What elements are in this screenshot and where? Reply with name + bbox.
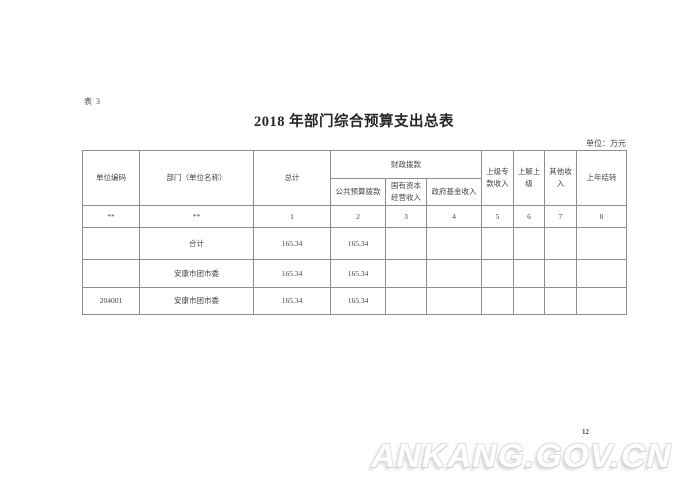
cell-gov-fund bbox=[425, 259, 483, 288]
index-cell: ** bbox=[139, 205, 254, 228]
cell-other-income bbox=[544, 287, 578, 315]
col-header-unit-code: 单位编码 bbox=[82, 150, 140, 206]
index-cell: 5 bbox=[481, 205, 515, 228]
unit-note: 单位：万元 bbox=[586, 139, 626, 148]
cell-other-income bbox=[544, 259, 578, 288]
cell-other-income bbox=[544, 227, 578, 260]
cell-state-capital bbox=[385, 259, 427, 288]
col-header-upward-transfer: 上解上级 bbox=[513, 150, 546, 206]
cell-gov-fund bbox=[425, 287, 483, 315]
page-title: 2018 年部门综合预算支出总表 bbox=[253, 114, 455, 130]
cell-carryover bbox=[576, 287, 628, 315]
budget-table: 单位编码 部门（单位名称） 总计 财政拨款 上级专款收入 上解上级 其他收入 上… bbox=[82, 150, 628, 315]
cell-unit-code bbox=[82, 227, 140, 260]
index-cell: 7 bbox=[544, 205, 578, 228]
cell-carryover bbox=[576, 227, 628, 260]
col-header-fiscal-allocation: 财政拨款 bbox=[329, 150, 483, 179]
cell-public-budget: 165.34 bbox=[330, 259, 386, 288]
cell-total: 165.34 bbox=[253, 259, 331, 288]
index-cell: 4 bbox=[425, 205, 483, 228]
page-number: 12 bbox=[582, 428, 589, 436]
cell-unit-code bbox=[82, 259, 140, 288]
cell-upward-transfer bbox=[513, 287, 546, 315]
cell-total: 165.34 bbox=[253, 287, 331, 315]
table-row-department: 安康市团市委 165.34 165.34 bbox=[82, 259, 628, 288]
cell-department-name: 安康市团市委 bbox=[139, 287, 254, 315]
index-cell: ** bbox=[82, 205, 140, 228]
col-header-carryover: 上年结转 bbox=[576, 150, 628, 206]
column-index-row: ** ** 1 2 3 4 5 6 7 8 bbox=[82, 205, 628, 228]
cell-department-name: 合计 bbox=[139, 227, 254, 260]
cell-department-name: 安康市团市委 bbox=[139, 259, 254, 288]
col-header-total: 总计 bbox=[253, 150, 331, 206]
cell-gov-fund bbox=[425, 227, 483, 260]
table-row-unit: 204001 安康市团市委 165.34 165.34 bbox=[82, 287, 628, 315]
col-header-public-budget: 公共预算拨款 bbox=[330, 178, 386, 206]
cell-superior-special bbox=[481, 259, 515, 288]
cell-upward-transfer bbox=[513, 259, 546, 288]
watermark: ANKANG.GOV.CN bbox=[371, 437, 672, 474]
cell-carryover bbox=[576, 259, 628, 288]
col-header-gov-fund: 政府基金收入 bbox=[425, 178, 483, 206]
index-cell: 8 bbox=[576, 205, 628, 228]
cell-superior-special bbox=[481, 287, 515, 315]
col-header-superior-special: 上级专款收入 bbox=[481, 150, 515, 206]
col-header-state-capital: 国有资本经营收入 bbox=[385, 178, 427, 206]
header-row-sub: 公共预算拨款 国有资本经营收入 政府基金收入 bbox=[83, 178, 627, 206]
cell-state-capital bbox=[385, 287, 427, 315]
cell-unit-code: 204001 bbox=[82, 287, 140, 315]
cell-state-capital bbox=[385, 227, 427, 260]
cell-public-budget: 165.34 bbox=[330, 287, 386, 315]
cell-total: 165.34 bbox=[253, 227, 331, 260]
table-row-grand-total: 合计 165.34 165.34 bbox=[82, 227, 628, 260]
index-cell: 2 bbox=[330, 205, 386, 228]
header-row-top: 单位编码 部门（单位名称） 总计 财政拨款 上级专款收入 上解上级 其他收入 上… bbox=[82, 150, 628, 206]
cell-upward-transfer bbox=[513, 227, 546, 260]
cell-superior-special bbox=[481, 227, 515, 260]
index-cell: 1 bbox=[253, 205, 331, 228]
index-cell: 6 bbox=[513, 205, 546, 228]
table-label: 表 3 bbox=[84, 97, 101, 106]
col-header-other-income: 其他收入 bbox=[544, 150, 578, 206]
cell-public-budget: 165.34 bbox=[330, 227, 386, 260]
index-cell: 3 bbox=[385, 205, 427, 228]
col-header-department: 部门（单位名称） bbox=[139, 150, 254, 206]
